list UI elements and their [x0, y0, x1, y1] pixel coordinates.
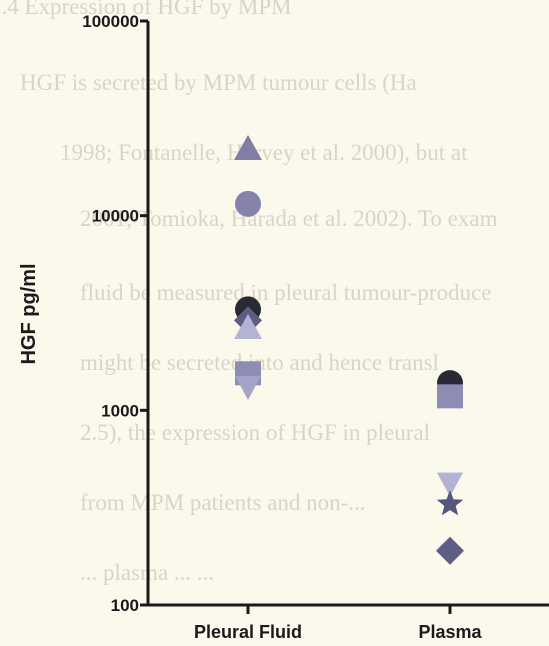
y-axis-title: HGF pg/ml: [18, 263, 40, 364]
y-tick-label: 10000: [92, 207, 139, 226]
x-category-label: Pleural Fluid: [194, 622, 302, 642]
data-point-triangle-down: [437, 472, 463, 497]
data-point-star: [436, 490, 464, 516]
chart-axes: [146, 21, 549, 607]
y-axis-ticks: 100 1000 10000 100000: [82, 12, 148, 615]
data-point-triangle-up: [234, 313, 262, 339]
data-point-diamond: [436, 536, 464, 565]
data-points: [234, 135, 464, 565]
x-axis-categories: Pleural Fluid Plasma: [194, 605, 483, 642]
y-tick-label: 1000: [101, 401, 139, 420]
data-point-triangle-up: [234, 135, 262, 161]
x-category-label: Plasma: [418, 622, 482, 642]
data-point-triangle-down: [235, 375, 261, 400]
data-point-circle: [235, 190, 261, 217]
y-tick-label: 100000: [82, 12, 139, 31]
data-point-square: [437, 384, 463, 409]
y-tick-label: 100: [111, 596, 139, 615]
